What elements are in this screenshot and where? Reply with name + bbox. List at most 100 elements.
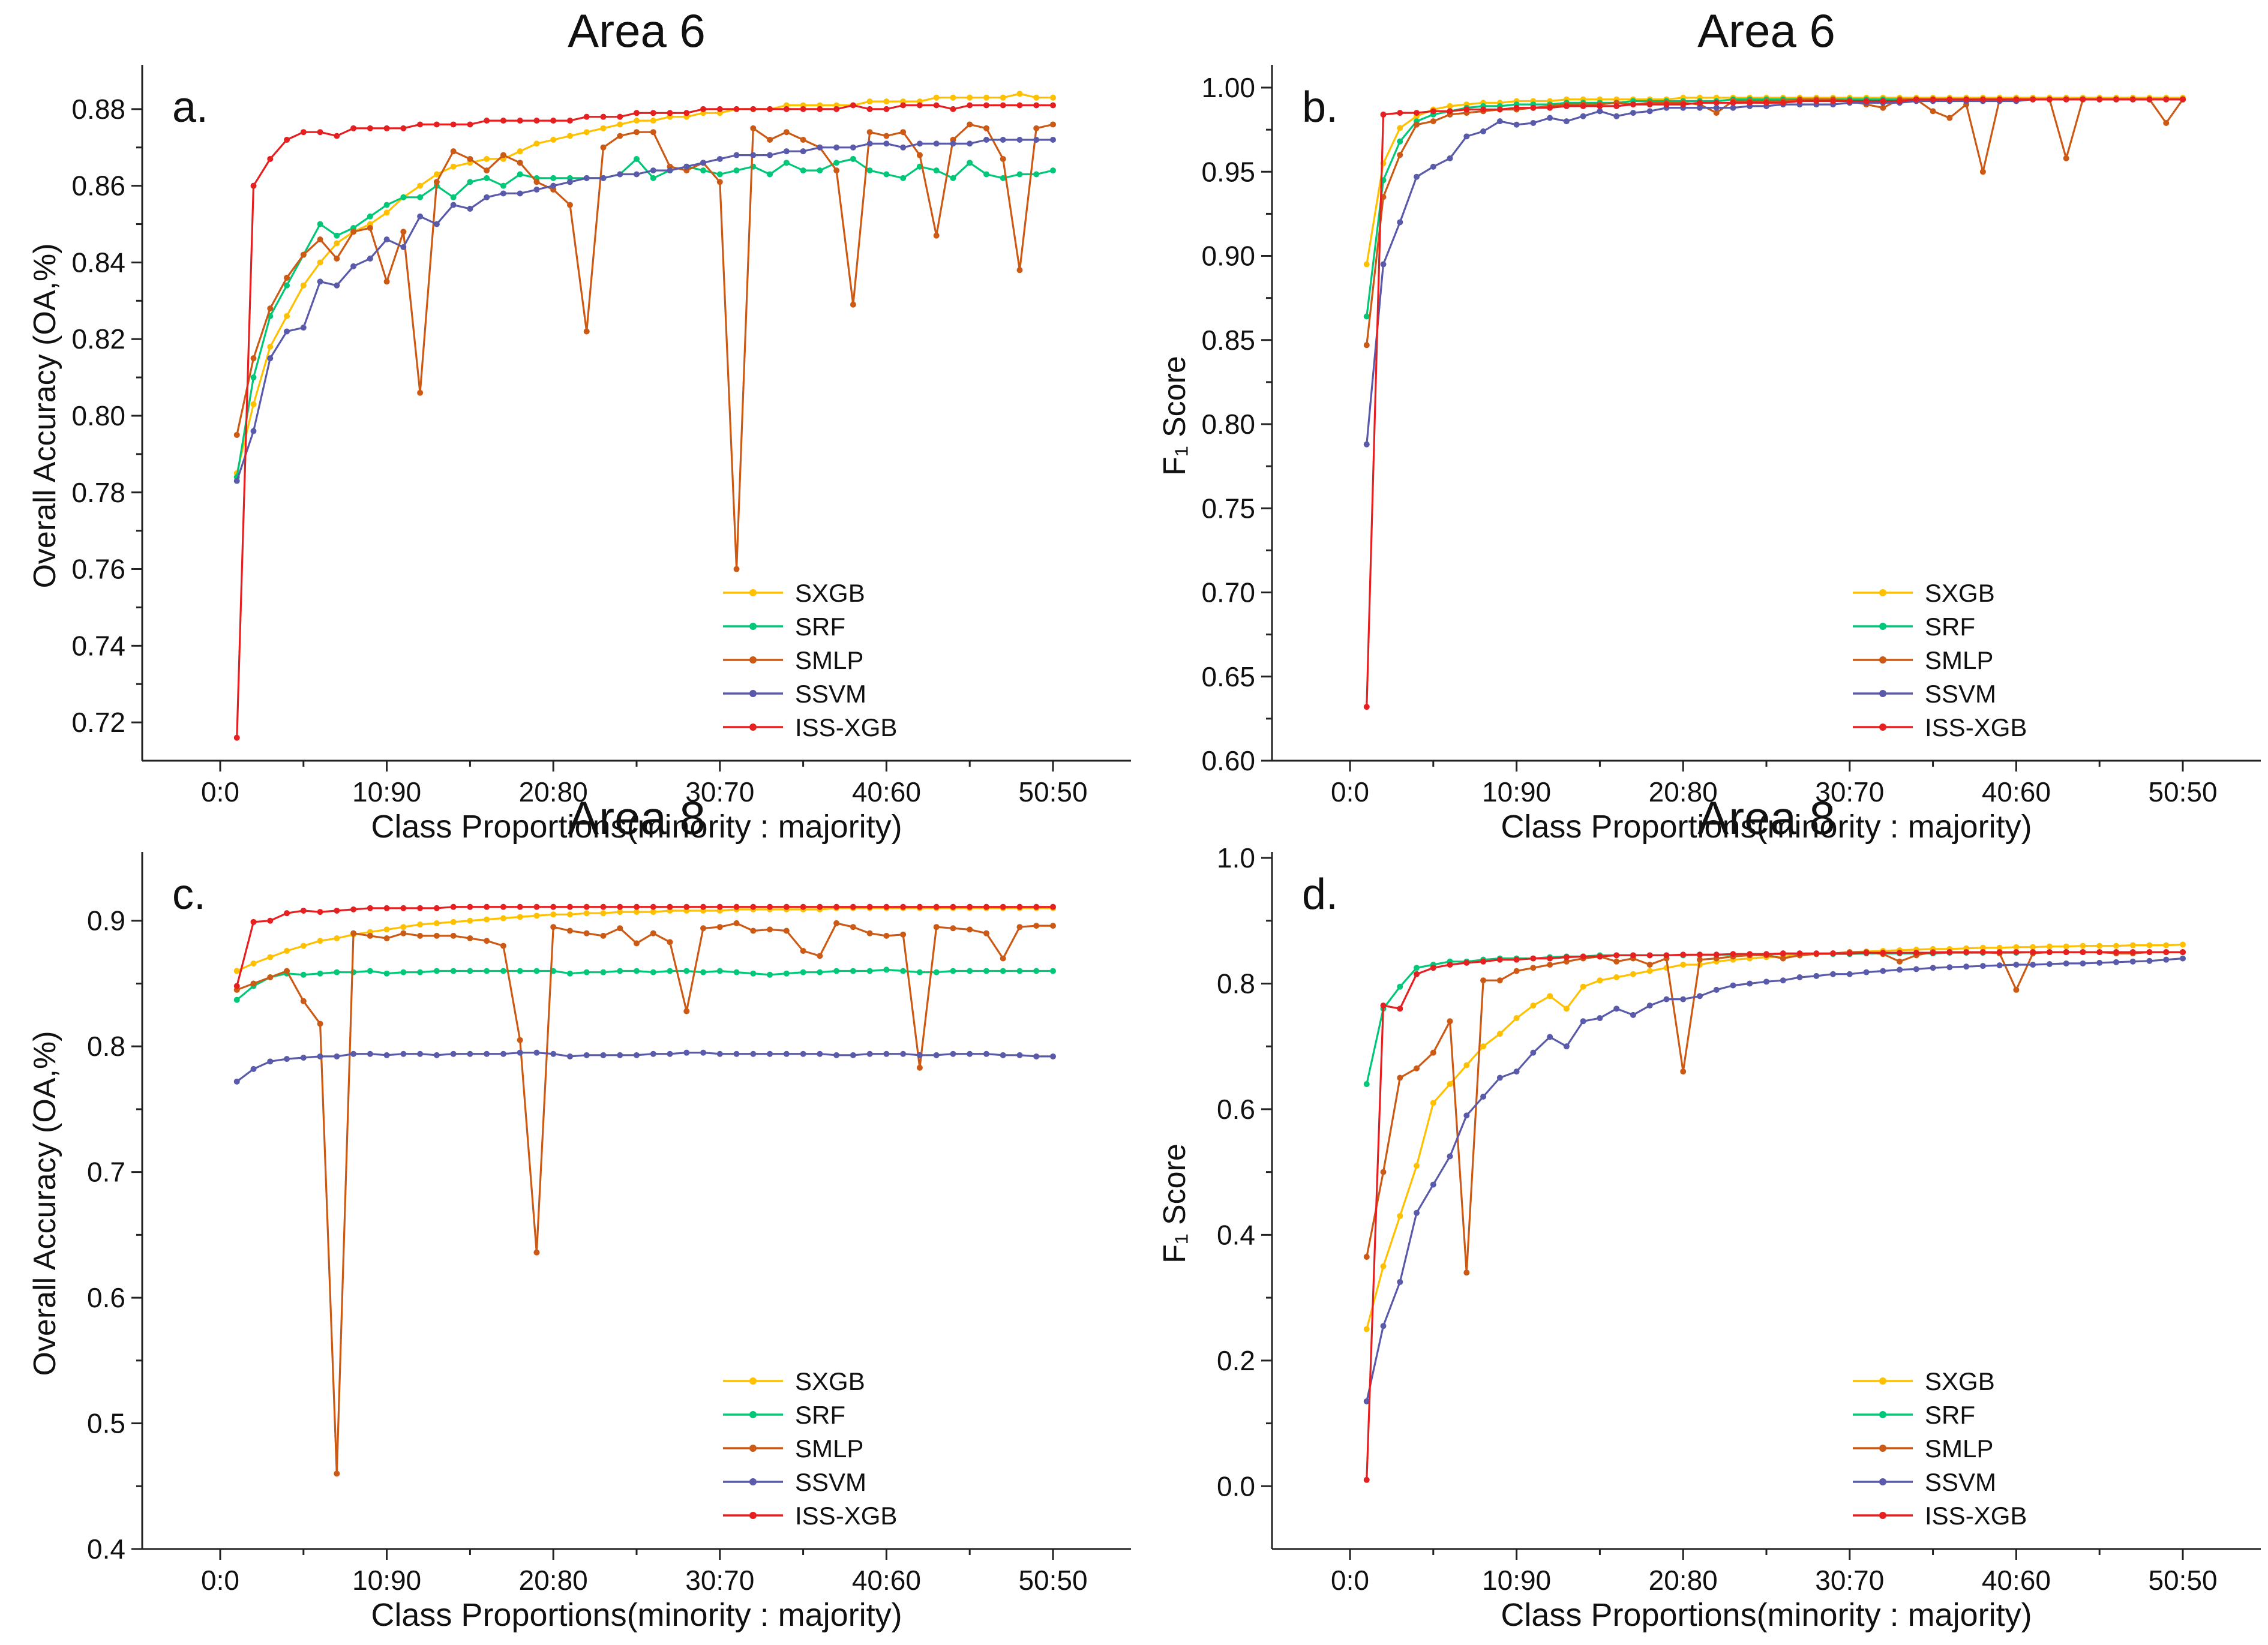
data-point [1730, 100, 1736, 106]
data-point [700, 1049, 707, 1056]
data-point [1613, 113, 1620, 119]
data-point [650, 110, 656, 116]
legend-item: SXGB [1853, 579, 1995, 607]
data-point [1430, 118, 1436, 125]
series-sxgb [1363, 94, 2186, 268]
x-tick-label: 10:90 [1482, 1565, 1551, 1596]
legend-item: SRF [1853, 613, 1975, 641]
data-point [1397, 1005, 1403, 1012]
data-point [733, 167, 740, 174]
legend-item: SXGB [723, 579, 865, 607]
data-point [383, 1052, 390, 1058]
data-point [617, 113, 623, 120]
data-point [517, 190, 523, 197]
legend-item: SSVM [1853, 1468, 1996, 1496]
x-tick-label: 50:50 [2148, 1565, 2217, 1596]
data-point [1946, 96, 1953, 103]
data-point [550, 924, 557, 930]
data-point [2063, 155, 2069, 161]
data-point [1000, 94, 1006, 101]
data-point [650, 903, 656, 910]
data-point [367, 213, 373, 220]
x-tick-label: 30:70 [685, 1565, 754, 1596]
data-point [1050, 167, 1056, 174]
legend-label: SXGB [1925, 1367, 1995, 1395]
data-point [1846, 98, 1853, 104]
data-point [1397, 152, 1403, 158]
data-point [500, 915, 506, 921]
legend-label: ISS-XGB [795, 713, 897, 742]
legend-item: SMLP [1853, 1434, 1993, 1463]
data-point [850, 144, 856, 151]
legend-label: SSVM [795, 1468, 866, 1496]
y-tick-label: 0.9 [87, 905, 125, 936]
x-tick-label: 10:90 [352, 776, 421, 808]
data-point [1863, 950, 1870, 956]
data-point [1747, 980, 1753, 987]
data-point [1513, 956, 1520, 963]
data-point [484, 1050, 490, 1057]
legend-marker [1879, 724, 1886, 731]
data-point [1463, 959, 1470, 966]
data-point [1880, 968, 1886, 974]
data-point [250, 960, 257, 966]
data-point [2113, 96, 2119, 103]
data-point [1863, 98, 1870, 104]
data-point [983, 137, 989, 143]
data-point [233, 968, 240, 974]
data-point [334, 935, 340, 942]
x-axis-label: Class Proportions(minority : majority) [371, 809, 902, 845]
legend-item: SMLP [723, 646, 863, 674]
data-point [583, 930, 590, 936]
data-point [1447, 1081, 1453, 1088]
legend-label: ISS-XGB [1925, 713, 2027, 742]
data-point [600, 113, 607, 120]
data-point [317, 129, 323, 136]
data-point [500, 942, 506, 949]
legend-marker [1879, 589, 1886, 596]
y-tick-label: 0.76 [71, 554, 125, 585]
data-point [433, 968, 440, 974]
data-point [1050, 137, 1056, 143]
data-point [1880, 98, 1886, 104]
data-point [1646, 968, 1653, 974]
data-point [600, 969, 607, 975]
data-point [1930, 108, 1936, 115]
data-point [1000, 1052, 1006, 1058]
data-point [1563, 103, 1570, 109]
legend-label: SMLP [795, 646, 863, 674]
data-point [1963, 96, 1970, 103]
legend-label: SRF [1925, 1401, 1975, 1429]
data-point [334, 969, 340, 975]
chart-panel-b: Area 6 b. 0.60 0.65 0.70 0.75 0.80 0.85 0.90 0.95… [1157, 4, 2261, 845]
chart-title: Area 6 [1697, 4, 1835, 57]
data-point [1530, 965, 1537, 971]
data-point [700, 160, 707, 166]
data-point [1813, 98, 1820, 104]
data-point [1696, 104, 1703, 111]
data-point [317, 1053, 323, 1059]
data-point [467, 155, 473, 162]
data-point [1646, 108, 1653, 115]
data-point [617, 903, 623, 910]
data-point [517, 1037, 523, 1043]
data-point [1979, 949, 1986, 956]
data-point [1646, 962, 1653, 968]
data-point [433, 121, 440, 128]
data-point [317, 938, 323, 944]
data-point [1780, 955, 1786, 962]
data-point [317, 970, 323, 977]
data-point [350, 263, 357, 269]
data-point [1763, 100, 1769, 106]
data-point [433, 905, 440, 911]
y-tick-label: 1.0 [1217, 842, 1255, 873]
data-point [583, 1052, 590, 1058]
data-point [1513, 1068, 1520, 1075]
series-smlp [233, 920, 1056, 1477]
panel-label: b. [1302, 83, 1338, 131]
chart-title: Area 6 [568, 4, 706, 57]
data-point [750, 152, 757, 158]
data-point [350, 229, 357, 235]
data-point [634, 968, 640, 974]
data-point [417, 905, 424, 911]
